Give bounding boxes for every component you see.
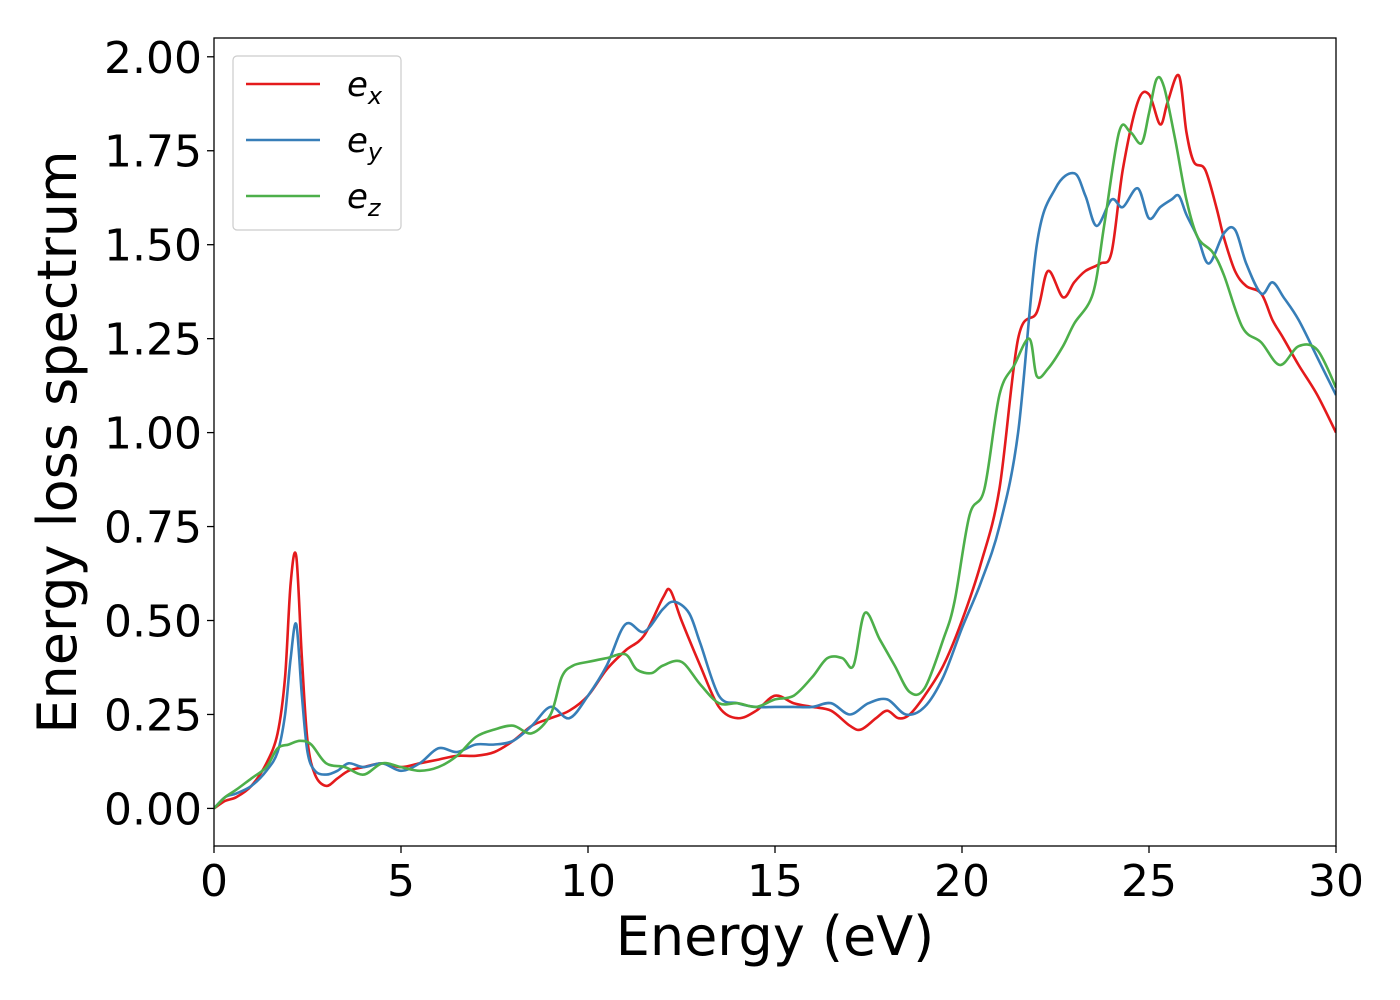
x-tick-label: 15 <box>747 856 803 907</box>
x-tick-label: 20 <box>934 856 990 907</box>
y-tick-label: 2.00 <box>104 33 202 84</box>
y-tick-label: 0.50 <box>104 597 202 648</box>
series-line-ey <box>214 171 1336 810</box>
series-line-ex <box>214 73 1336 810</box>
y-tick-label: 1.50 <box>104 221 202 272</box>
y-tick-label: 1.75 <box>104 127 202 178</box>
legend-box <box>232 55 402 231</box>
y-axis-label: Energy loss spectrum <box>26 150 89 733</box>
y-tick-label: 0.25 <box>104 690 202 741</box>
ticks-layer: 0 5 10 15 20 25 30 0.00 0.25 0.50 0.75 1.00 1.25 1.50… <box>104 33 1364 907</box>
x-tick-label: 0 <box>200 856 228 907</box>
x-axis-label: Energy (eV) <box>616 905 935 968</box>
x-tick-label: 30 <box>1308 856 1364 907</box>
x-tick-label: 5 <box>387 856 415 907</box>
y-tick-label: 0.00 <box>104 784 202 835</box>
x-tick-label: 10 <box>560 856 616 907</box>
series-line-ez <box>214 75 1336 810</box>
y-tick-label: 0.75 <box>104 503 202 554</box>
legend-label-ex: ex <box>347 65 383 110</box>
legend: ex ey ez <box>232 55 402 231</box>
x-tick-label: 25 <box>1121 856 1177 907</box>
legend-label-ey: ey <box>347 121 383 166</box>
y-tick-label: 1.25 <box>104 315 202 366</box>
legend-label-ez: ez <box>347 177 382 222</box>
series-layer <box>214 73 1336 810</box>
y-tick-label: 1.00 <box>104 409 202 460</box>
